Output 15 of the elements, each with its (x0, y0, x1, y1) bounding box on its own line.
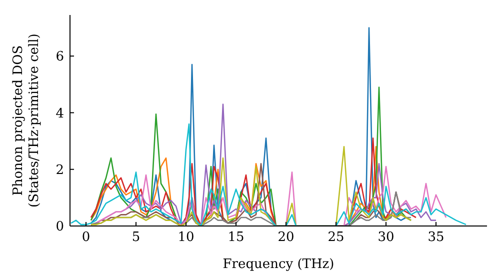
line-series (70, 123, 467, 226)
x-tick-label: 35 (428, 230, 444, 246)
x-tick-label: 0 (82, 230, 90, 246)
x-tick-label: 20 (278, 230, 294, 246)
y-tick-label: 6 (56, 50, 64, 65)
x-tick-label: 5 (132, 230, 140, 246)
y-tick-label: 0 (56, 220, 64, 235)
x-tick-label: 15 (228, 230, 244, 246)
y-tick-label: 4 (56, 106, 64, 122)
x-tick-label: 30 (378, 230, 394, 246)
x-axis-title: Frequency (THz) (222, 257, 334, 272)
y-tick-label: 2 (56, 162, 64, 178)
x-tick-label: 10 (178, 230, 194, 246)
y-axis-title: Phonon projected DOS (States/THz·primitive cell) (11, 33, 42, 208)
x-tick-label: 25 (328, 230, 344, 246)
